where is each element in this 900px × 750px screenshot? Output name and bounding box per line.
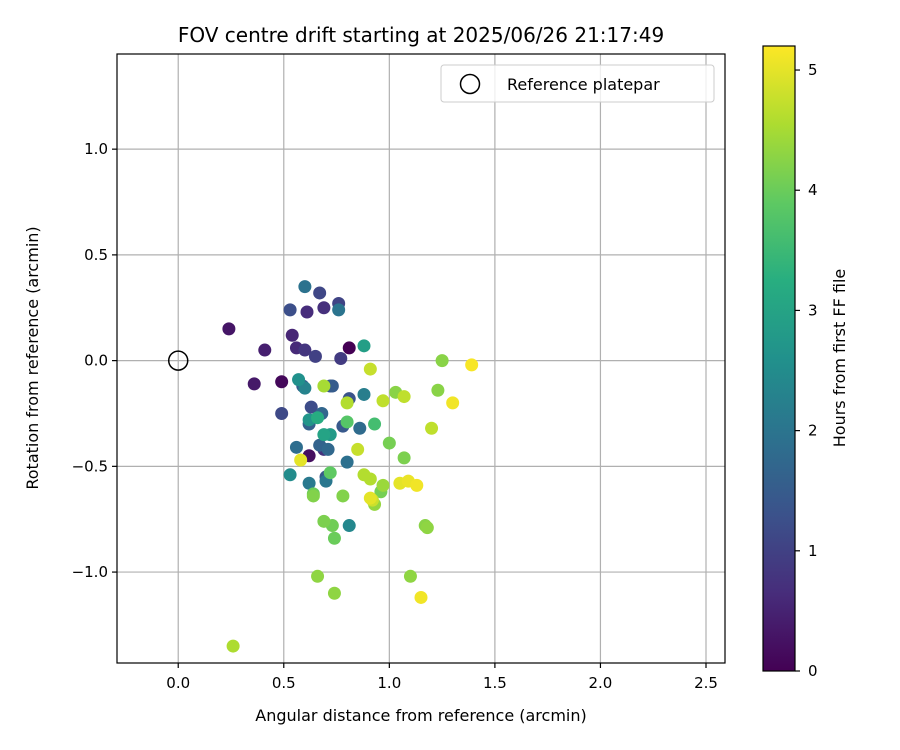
data-point xyxy=(300,305,314,319)
data-point xyxy=(351,442,365,456)
data-point xyxy=(317,514,331,528)
data-point xyxy=(368,417,382,431)
colorbar-tick-label: 5 xyxy=(808,61,818,79)
reference-marker-layer xyxy=(167,350,189,371)
data-point xyxy=(403,569,417,583)
data-point xyxy=(431,383,445,397)
legend: Reference platepar xyxy=(440,64,715,103)
colorbar-tick-label: 4 xyxy=(808,181,818,199)
data-point xyxy=(332,303,346,317)
data-point xyxy=(340,455,354,469)
x-tick-label: 1.0 xyxy=(377,674,401,692)
grid-lines xyxy=(117,54,725,663)
data-point xyxy=(382,436,396,450)
data-point xyxy=(275,406,289,420)
data-point xyxy=(258,343,272,357)
x-axis-ticks: 0.0 0.5 1.0 1.5 2.0 2.5 xyxy=(166,663,718,692)
data-point xyxy=(317,428,331,442)
data-point xyxy=(247,377,261,391)
x-axis-label: Angular distance from reference (arcmin) xyxy=(255,706,586,725)
data-point xyxy=(313,286,327,300)
legend-label-reference: Reference platepar xyxy=(507,75,660,94)
data-point xyxy=(283,303,297,317)
data-point xyxy=(334,352,348,365)
colorbar-tick-label: 1 xyxy=(808,542,818,560)
data-point xyxy=(327,586,341,600)
data-point xyxy=(342,519,356,533)
colorbar: 0 1 2 3 4 5 Hours from first FF file xyxy=(762,45,849,680)
y-tick-label: 0.5 xyxy=(84,246,108,264)
data-point xyxy=(311,569,325,583)
y-tick-label: −1.0 xyxy=(72,563,108,581)
data-point xyxy=(311,411,325,425)
reference-platepar-marker xyxy=(167,350,189,371)
data-point xyxy=(414,590,428,604)
x-tick-label: 2.0 xyxy=(589,674,613,692)
data-point xyxy=(321,442,335,456)
colorbar-ticks: 0 1 2 3 4 5 xyxy=(795,61,818,680)
y-axis-ticks: −1.0 −0.5 0.0 0.5 1.0 xyxy=(72,140,117,581)
data-point xyxy=(376,478,390,492)
data-point xyxy=(289,440,303,454)
data-point xyxy=(363,491,377,505)
data-point xyxy=(342,341,356,355)
data-point xyxy=(298,280,312,294)
y-axis-label: Rotation from reference (arcmin) xyxy=(23,226,42,489)
data-point xyxy=(340,396,354,410)
y-tick-label: 1.0 xyxy=(84,140,108,158)
data-point xyxy=(397,451,411,465)
y-tick-label: −0.5 xyxy=(72,457,108,475)
data-point xyxy=(317,301,331,315)
data-point xyxy=(275,375,289,389)
data-point xyxy=(357,339,371,353)
data-point xyxy=(283,468,297,482)
data-point xyxy=(420,521,434,535)
legend-box xyxy=(440,64,715,103)
data-point xyxy=(292,373,306,387)
data-point xyxy=(308,349,322,363)
data-point xyxy=(294,453,308,467)
x-tick-label: 2.5 xyxy=(694,674,718,692)
colorbar-tick-label: 3 xyxy=(808,301,818,319)
data-point xyxy=(226,639,240,653)
data-point xyxy=(446,396,460,410)
data-points xyxy=(222,280,479,653)
chart-title: FOV centre drift starting at 2025/06/26 … xyxy=(178,23,664,47)
colorbar-gradient xyxy=(762,45,796,672)
data-point xyxy=(336,489,350,503)
y-tick-label: 0.0 xyxy=(84,352,108,370)
colorbar-tick-label: 0 xyxy=(808,662,818,680)
data-point xyxy=(353,421,367,435)
data-point xyxy=(410,478,424,492)
data-point xyxy=(435,354,449,368)
data-point xyxy=(363,362,377,376)
data-point xyxy=(304,400,318,414)
data-point xyxy=(306,489,320,503)
data-point xyxy=(327,531,341,545)
data-point xyxy=(357,468,371,482)
data-point xyxy=(298,343,312,357)
data-point xyxy=(397,390,411,404)
data-point xyxy=(340,415,354,429)
data-point xyxy=(285,328,299,342)
plot-frame xyxy=(116,53,726,664)
data-point xyxy=(465,358,479,372)
data-point xyxy=(323,466,337,480)
colorbar-tick-label: 2 xyxy=(808,422,818,440)
legend-marker-reference xyxy=(459,73,481,95)
x-tick-label: 1.5 xyxy=(483,674,507,692)
data-point xyxy=(317,379,331,393)
data-point xyxy=(357,387,371,401)
x-tick-label: 0.5 xyxy=(272,674,296,692)
data-point xyxy=(222,322,236,336)
x-tick-label: 0.0 xyxy=(166,674,190,692)
data-point xyxy=(425,421,439,435)
data-point xyxy=(302,476,316,490)
data-point xyxy=(376,394,390,408)
colorbar-label: Hours from first FF file xyxy=(830,269,849,448)
